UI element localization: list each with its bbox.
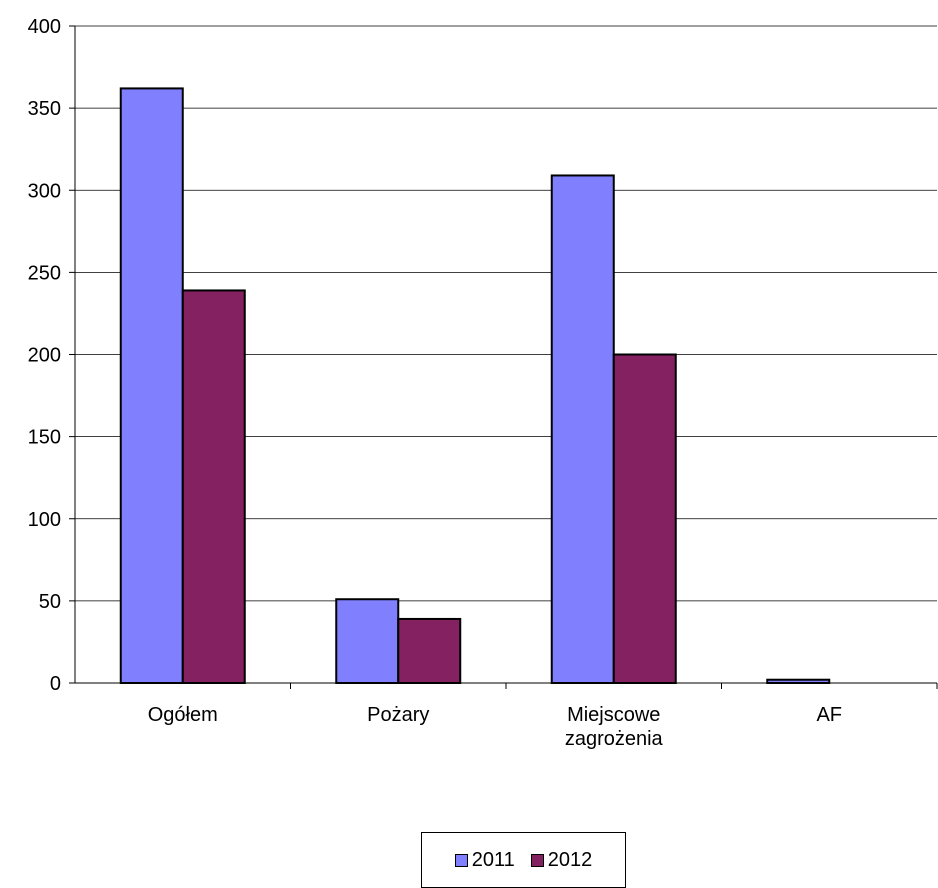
y-tick-label-400: 400: [28, 16, 61, 38]
bar-2012-1: [397, 617, 462, 685]
y-tick-label-0: 0: [50, 673, 61, 695]
bar-2012-2: [612, 353, 677, 684]
legend-item-2011: 2011: [454, 848, 515, 872]
bar-2011-0: [119, 87, 184, 685]
y-tick-label-50: 50: [39, 591, 61, 613]
legend-swatch-2012: [530, 853, 544, 867]
bar-2011-2: [550, 174, 615, 684]
y-tick-label-300: 300: [28, 180, 61, 202]
bar-2012-0: [181, 289, 246, 684]
x-tick-label-0: Ogółem: [148, 704, 218, 726]
x-tick-label-2: Miejscowe zagrożenia: [565, 704, 664, 750]
legend-item-2012: 2012: [530, 848, 593, 872]
y-tick-label-100: 100: [28, 509, 61, 531]
x-tick-label-3: AF: [816, 704, 842, 726]
bar-2011-3: [766, 678, 831, 685]
x-tick-label-1: Pożary: [367, 704, 429, 726]
legend: 2011 2012: [421, 832, 626, 888]
y-tick-label-150: 150: [28, 427, 61, 449]
y-tick-label-350: 350: [28, 98, 61, 120]
legend-swatch-2011: [454, 853, 468, 867]
y-tick-label-250: 250: [28, 262, 61, 284]
legend-label-2011: 2011: [471, 848, 515, 871]
bar-2011-1: [335, 598, 400, 684]
y-tick-label-200: 200: [28, 345, 61, 367]
legend-label-2012: 2012: [547, 848, 593, 871]
